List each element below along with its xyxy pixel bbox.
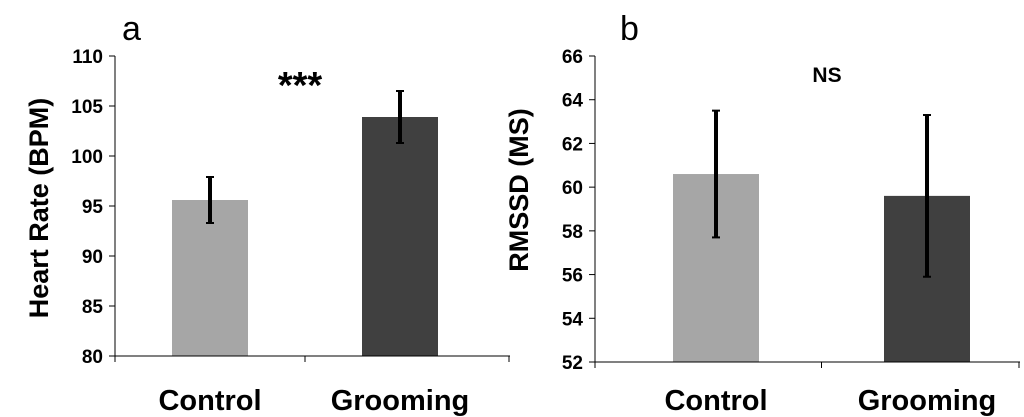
- y-tick-label: 62: [562, 134, 583, 155]
- panel-b-y-ticks: 52 54 56 58 60 62 64 66: [562, 47, 595, 374]
- y-tick-label: 56: [562, 266, 583, 287]
- x-tick-label: Control: [664, 385, 767, 417]
- panel-a: a Heart Rate (BPM) *** 80 85 90 95 100 105 110…: [24, 10, 510, 417]
- bar-grooming: [362, 117, 438, 356]
- panel-a-significance-annotation: ***: [278, 65, 323, 107]
- y-tick-label: 66: [562, 47, 583, 68]
- panel-a-error-bars: [206, 90, 404, 224]
- x-tick-label: Grooming: [331, 385, 470, 417]
- panel-a-bars: [172, 117, 438, 356]
- panel-b-x-tick-labels: Control Grooming: [664, 385, 996, 417]
- y-tick-label: 110: [72, 47, 103, 68]
- bar-control: [172, 200, 248, 356]
- panel-b-y-axis-label: RMSSD (MS): [504, 108, 534, 272]
- y-tick-label: 52: [562, 353, 583, 374]
- y-tick-label: 105: [71, 97, 103, 118]
- y-tick-label: 100: [71, 147, 103, 168]
- y-tick-label: 85: [82, 297, 104, 318]
- y-tick-label: 64: [562, 91, 584, 112]
- panel-b-letter: b: [620, 10, 639, 48]
- x-tick-label: Grooming: [858, 385, 997, 417]
- y-tick-label: 80: [82, 347, 103, 368]
- y-tick-label: 90: [82, 247, 103, 268]
- y-tick-label: 58: [562, 222, 583, 243]
- panel-a-axes: [114, 56, 510, 362]
- panel-a-y-axis-label: Heart Rate (BPM): [24, 98, 54, 319]
- panel-a-x-tick-labels: Control Grooming: [158, 385, 469, 417]
- y-tick-label: 95: [82, 197, 104, 218]
- panel-b-significance-annotation: NS: [812, 64, 841, 87]
- panel-a-y-ticks: 80 85 90 95 100 105 110: [71, 47, 115, 368]
- panel-b-axes: [594, 56, 1020, 368]
- y-tick-label: 60: [562, 178, 583, 199]
- panel-b-error-bars: [712, 109, 931, 278]
- panel-a-letter: a: [122, 10, 141, 48]
- y-tick-label: 54: [562, 309, 584, 330]
- x-tick-label: Control: [158, 385, 261, 417]
- panel-b: b RMSSD (MS) NS 52 54 56 58 60 62 64 66 Control…: [504, 10, 1020, 417]
